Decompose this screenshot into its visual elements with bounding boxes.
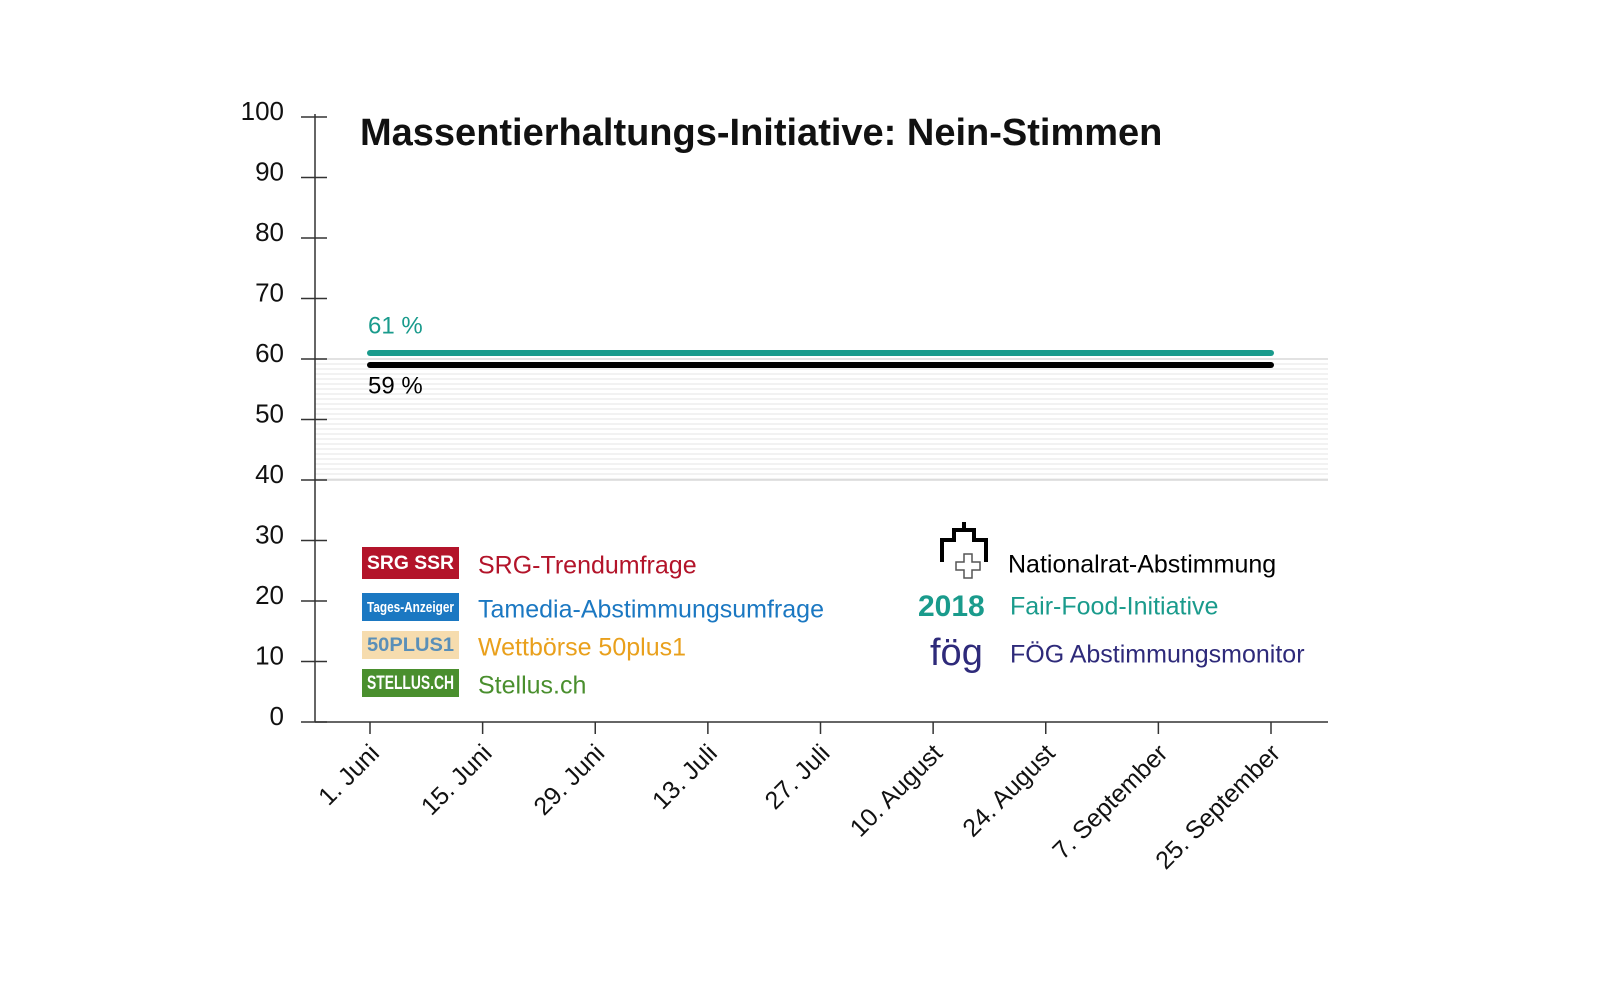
- legend-logo: SRG SSR: [367, 553, 454, 574]
- value-label: 59 %: [368, 372, 423, 399]
- x-tick-label: 13. Juli: [647, 739, 723, 815]
- legend-label: Wettbörse 50plus1: [478, 634, 686, 662]
- y-tick-label: 60: [255, 338, 284, 368]
- legend-label: Nationalrat-Abstimmung: [1008, 551, 1276, 579]
- y-tick-label: 70: [255, 277, 284, 307]
- y-tick-label: 90: [255, 156, 284, 186]
- value-label: 61 %: [368, 312, 423, 339]
- legend-label: SRG-Trendumfrage: [478, 552, 697, 580]
- legend-label: Stellus.ch: [478, 672, 586, 700]
- chart-title: Massentierhaltungs-Initiative: Nein-Stim…: [360, 112, 1162, 154]
- legend-logo-bg: [362, 593, 459, 621]
- legend-label: Fair-Food-Initiative: [1010, 593, 1218, 621]
- legend-logo-bg: [362, 547, 459, 579]
- y-tick-label: 40: [255, 459, 284, 489]
- y-tick-label: 30: [255, 519, 284, 549]
- y-tick-label: 50: [255, 398, 284, 428]
- legend-label: Tamedia-Abstimmungsumfrage: [478, 596, 824, 624]
- legend-logo-bg: [362, 669, 459, 697]
- legend-logo: 2018: [918, 590, 985, 623]
- x-tick-label: 7. September: [1047, 739, 1173, 865]
- y-tick-label: 20: [255, 580, 284, 610]
- legend-logo: 50PLUS1: [367, 635, 454, 656]
- x-tick-label: 27. Juli: [760, 739, 836, 815]
- y-tick-label: 80: [255, 217, 284, 247]
- y-tick-label: 100: [241, 96, 284, 126]
- y-tick-label: 0: [270, 701, 284, 731]
- x-tick-label: 10. August: [845, 739, 948, 842]
- x-tick-label: 29. Juni: [528, 739, 610, 821]
- legend-label: FÖG Abstimmungsmonitor: [1010, 641, 1305, 669]
- x-tick-label: 15. Juni: [416, 739, 498, 821]
- legend-logo-bg: [362, 631, 459, 659]
- x-tick-label: 1. Juni: [313, 739, 385, 811]
- x-tick-label: 24. August: [957, 739, 1060, 842]
- legend-logo: Tages-Anzeiger: [367, 599, 454, 616]
- legend-logo: fög: [930, 632, 983, 674]
- nationalrat-icon: [940, 522, 988, 579]
- legend-logo: STELLUS.CH: [367, 673, 454, 694]
- y-tick-label: 10: [255, 640, 284, 670]
